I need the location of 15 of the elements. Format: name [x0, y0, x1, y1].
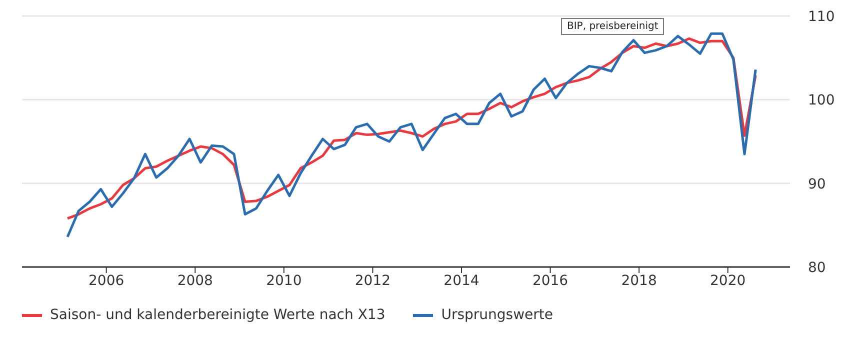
x-tick-label: 2016: [532, 272, 568, 289]
x-tick-label: 2008: [177, 272, 213, 289]
x-tick-label: 2010: [266, 272, 302, 289]
legend-label: Saison- und kalenderbereinigte Werte nach X13: [50, 307, 386, 323]
y-tick-label: 110: [808, 8, 835, 25]
annotation: BIP, preisbereinigt: [561, 18, 664, 35]
x-tick-label: 2018: [621, 272, 657, 289]
x-tick-label: 2012: [354, 272, 391, 289]
x-tick-label: 2014: [444, 272, 480, 289]
y-tick-label: 90: [808, 176, 826, 192]
legend-label: Ursprungswerte: [441, 307, 554, 323]
x-tick-label: 2006: [88, 272, 124, 289]
x-tick-label: 2020: [710, 272, 746, 289]
y-tick-label: 100: [808, 92, 835, 109]
y-tick-label: 80: [808, 260, 826, 276]
